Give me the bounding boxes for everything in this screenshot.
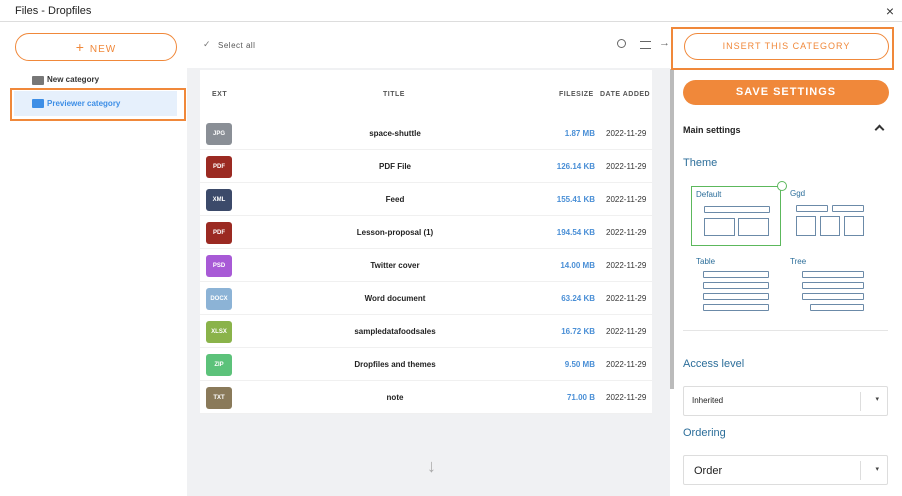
- title-bar: Files - Dropfiles ×: [0, 0, 902, 22]
- ext-badge: TXT: [206, 387, 232, 409]
- scrollbar: [670, 69, 674, 389]
- new-button[interactable]: + NEW: [15, 33, 177, 61]
- highlight-box: [671, 27, 894, 70]
- file-row[interactable]: PDF PDF File 126.14 KB 2022-11-29: [200, 151, 652, 183]
- column-header: EXT: [212, 91, 228, 98]
- theme-name: Default: [696, 190, 722, 199]
- theme-name: Tree: [790, 257, 807, 266]
- file-size: 1.87 MB: [564, 129, 595, 138]
- file-date: 2022-11-29: [606, 195, 647, 204]
- file-row[interactable]: XML Feed 155.41 KB 2022-11-29: [200, 184, 652, 216]
- divider: [683, 330, 888, 331]
- select-all[interactable]: Select all: [218, 41, 256, 50]
- insert-label: INSERT THIS CATEGORY: [722, 41, 851, 51]
- file-size: 126.14 KB: [556, 162, 595, 171]
- ext-badge: PDF: [206, 156, 232, 178]
- theme-option[interactable]: Default: [691, 186, 781, 246]
- file-size: 16.72 KB: [561, 327, 595, 336]
- file-title: space-shuttle: [369, 129, 421, 138]
- file-title: note: [386, 393, 404, 402]
- theme-name: Ggd: [790, 189, 806, 198]
- close-button[interactable]: ×: [885, 3, 894, 19]
- file-size: 9.50 MB: [564, 360, 595, 369]
- category[interactable]: New category: [14, 71, 177, 91]
- select-value: Inherited: [692, 396, 724, 405]
- ordering-select[interactable]: Order ▾: [683, 455, 888, 485]
- file-size: 14.00 MB: [560, 261, 595, 270]
- arrow-icon[interactable]: →: [659, 37, 670, 49]
- theme-option[interactable]: Ggd: [786, 186, 876, 246]
- file-date: 2022-11-29: [606, 129, 647, 138]
- category-selected[interactable]: Previewer category: [14, 91, 177, 116]
- file-row[interactable]: PSD Twitter cover 14.00 MB 2022-11-29: [200, 250, 652, 282]
- file-size: 63.24 KB: [561, 294, 595, 303]
- field-label: Access level: [683, 358, 745, 370]
- file-date: 2022-11-29: [606, 162, 647, 171]
- access-select[interactable]: Inherited ▾: [683, 386, 888, 416]
- file-row[interactable]: ZIP Dropfiles and themes 9.50 MB 2022-11-29: [200, 349, 652, 381]
- file-row[interactable]: JPG space-shuttle 1.87 MB 2022-11-29: [200, 118, 652, 150]
- file-date: 2022-11-29: [606, 228, 647, 237]
- save-label: SAVE SETTINGS: [735, 86, 837, 98]
- file-row[interactable]: PDF Lesson-proposal (1) 194.54 KB 2022-11-2…: [200, 217, 652, 249]
- insert-button[interactable]: INSERT THIS CATEGORY: [684, 33, 889, 60]
- column-header: TITLE: [383, 91, 405, 98]
- new-label: NEW: [89, 44, 117, 55]
- ext-badge: PSD: [206, 255, 232, 277]
- file-size: 71.00 B: [566, 393, 595, 402]
- ext-badge: XLSX: [206, 321, 232, 343]
- column-header: DATE ADDED: [600, 91, 651, 98]
- file-title: Dropfiles and themes: [354, 360, 436, 369]
- folder-icon: [32, 76, 44, 85]
- file-title: sampledatafoodsales: [354, 327, 436, 336]
- loader: ↓: [427, 456, 436, 476]
- filter-icon[interactable]: [640, 41, 651, 49]
- sidebar: + NEW New category Previewer category: [0, 23, 187, 496]
- ext-badge: PDF: [206, 222, 232, 244]
- ext-badge: JPG: [206, 123, 232, 145]
- selected-check: [777, 181, 787, 191]
- ext-badge: DOCX: [206, 288, 232, 310]
- save-button[interactable]: SAVE SETTINGS: [683, 80, 889, 105]
- theme-label: Theme: [683, 157, 718, 169]
- category-label: New category: [47, 75, 100, 84]
- file-title: Twitter cover: [370, 261, 420, 270]
- file-title: Feed: [385, 195, 405, 204]
- folder-icon: [32, 99, 44, 108]
- ext-badge: ZIP: [206, 354, 232, 376]
- category-label: Previewer category: [47, 99, 121, 108]
- file-size: 155.41 KB: [556, 195, 595, 204]
- file-row[interactable]: TXT note 71.00 B 2022-11-29: [200, 382, 652, 414]
- ext-badge: XML: [206, 189, 232, 211]
- field-label: Ordering: [683, 427, 726, 439]
- file-date: 2022-11-29: [606, 327, 647, 336]
- toolbar: [187, 23, 670, 68]
- search-icon[interactable]: [617, 39, 626, 48]
- file-title: Lesson-proposal (1): [356, 228, 434, 237]
- file-row[interactable]: XLSX sampledatafoodsales 16.72 KB 2022-11-2…: [200, 316, 652, 348]
- file-size: 194.54 KB: [556, 228, 595, 237]
- theme-name: Table: [696, 257, 716, 266]
- section-title: Main settings: [683, 125, 741, 135]
- file-date: 2022-11-29: [606, 294, 647, 303]
- window-title: Files - Dropfiles: [15, 5, 92, 17]
- file-title: PDF File: [378, 162, 411, 171]
- theme-option[interactable]: Tree: [786, 255, 876, 315]
- theme-option[interactable]: Table: [691, 255, 781, 315]
- file-date: 2022-11-29: [606, 360, 647, 369]
- file-date: 2022-11-29: [606, 261, 647, 270]
- highlight-box: [10, 88, 186, 121]
- column-header: FILESIZE: [559, 91, 594, 98]
- file-row[interactable]: DOCX Word document 63.24 KB 2022-11-29: [200, 283, 652, 315]
- file-date: 2022-11-29: [606, 393, 647, 402]
- select-value: Order: [694, 465, 723, 477]
- file-title: Word document: [364, 294, 426, 303]
- check-icon: ✓: [203, 39, 211, 49]
